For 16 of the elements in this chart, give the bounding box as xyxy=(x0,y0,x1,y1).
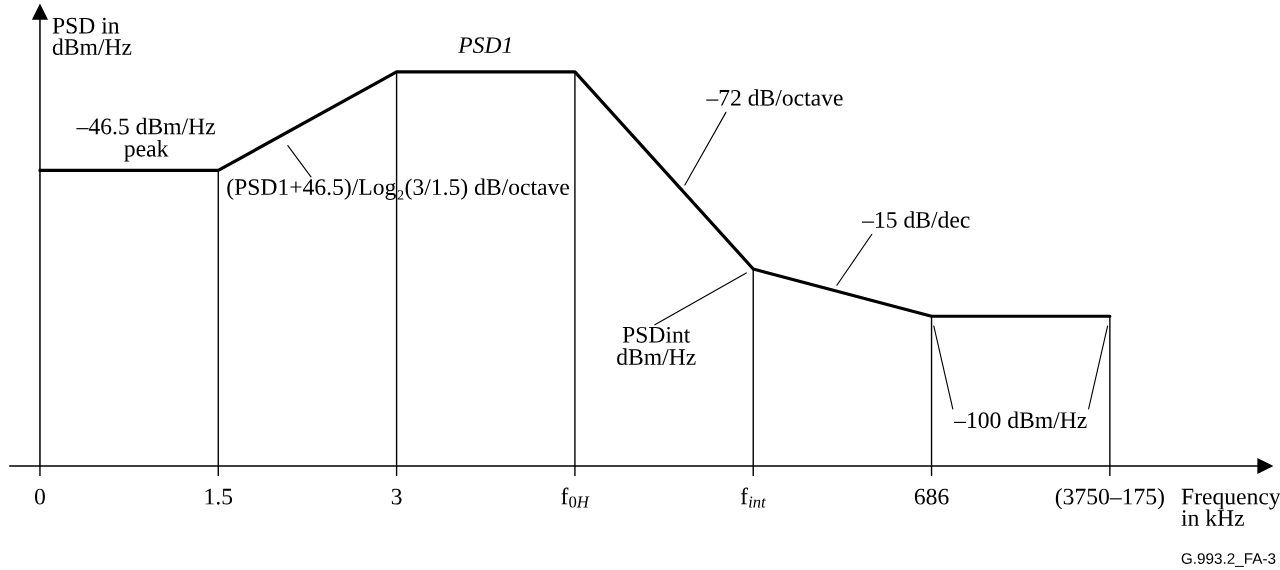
x-tick-label: (3750–175) xyxy=(1055,487,1164,510)
x-axis-title: Frequency in kHz xyxy=(1181,488,1280,526)
annotation: PSDint dBm/Hz xyxy=(617,326,696,365)
text: G.993.2_FA-3 xyxy=(1181,553,1276,567)
text: PSD1 xyxy=(458,37,511,54)
y-axis-title: PSD in dBm/Hz xyxy=(52,17,132,56)
x-tick-label: 686 xyxy=(914,488,949,505)
annotation: –46.5 dBm/Hz peak xyxy=(76,117,215,162)
x-tick-label: f$_{0H}$ xyxy=(561,487,590,508)
x-tick-label: f$_{int}$ xyxy=(740,487,766,508)
annotation: –72 dB/octave xyxy=(706,89,843,106)
x-tick-label: 0 xyxy=(34,488,45,505)
annotation: –15 dB/dec xyxy=(861,211,970,228)
x-tick-label: 1.5 xyxy=(205,488,233,505)
annotation: –100 dBm/Hz xyxy=(953,411,1087,429)
x-tick-label: 3 xyxy=(391,488,402,505)
